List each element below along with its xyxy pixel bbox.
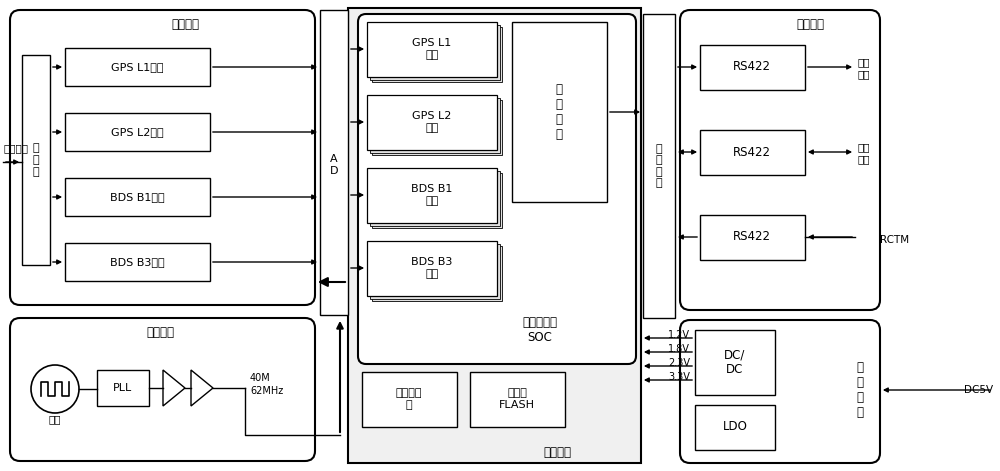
FancyBboxPatch shape — [370, 98, 500, 153]
FancyBboxPatch shape — [65, 178, 210, 216]
Text: 2.3V: 2.3V — [668, 358, 690, 368]
FancyBboxPatch shape — [695, 405, 775, 450]
Text: DC5V: DC5V — [964, 385, 993, 395]
Text: RS422: RS422 — [733, 146, 771, 159]
Text: 晶振: 晶振 — [49, 414, 61, 424]
FancyBboxPatch shape — [372, 27, 502, 82]
Text: BDS B3信道: BDS B3信道 — [110, 257, 164, 267]
FancyBboxPatch shape — [367, 22, 497, 77]
FancyBboxPatch shape — [65, 113, 210, 151]
Text: GPS L1信道: GPS L1信道 — [111, 62, 163, 72]
Text: 对时: 对时 — [858, 57, 870, 67]
Text: 卫星信号: 卫星信号 — [3, 143, 28, 153]
Text: PLL: PLL — [113, 383, 133, 393]
Text: LDO: LDO — [723, 421, 747, 433]
Text: 接口: 接口 — [858, 154, 870, 164]
Text: RS422: RS422 — [733, 230, 771, 244]
FancyBboxPatch shape — [65, 48, 210, 86]
FancyBboxPatch shape — [358, 14, 636, 364]
Text: 接口: 接口 — [858, 69, 870, 79]
Text: GPS L2
通道: GPS L2 通道 — [412, 111, 452, 133]
Text: 3.3V: 3.3V — [668, 372, 690, 382]
Text: GPS L1
通道: GPS L1 通道 — [412, 38, 452, 60]
FancyBboxPatch shape — [367, 168, 497, 223]
Text: A
D: A D — [330, 154, 338, 176]
Text: 62MHz: 62MHz — [250, 386, 283, 396]
Text: RCTM: RCTM — [880, 235, 909, 245]
FancyBboxPatch shape — [512, 22, 607, 202]
Text: 时钟模块: 时钟模块 — [146, 326, 174, 340]
FancyBboxPatch shape — [370, 25, 500, 80]
Text: 导
航
解
算: 导 航 解 算 — [556, 83, 562, 141]
FancyBboxPatch shape — [680, 10, 880, 310]
Text: 通讯: 通讯 — [858, 142, 870, 152]
FancyBboxPatch shape — [320, 10, 348, 315]
Text: 信道模块: 信道模块 — [171, 18, 199, 32]
Text: 分
路
器: 分 路 器 — [33, 143, 39, 177]
FancyBboxPatch shape — [372, 100, 502, 155]
FancyBboxPatch shape — [695, 330, 775, 395]
Text: RS422: RS422 — [733, 60, 771, 73]
Text: 接口模块: 接口模块 — [796, 18, 824, 32]
FancyBboxPatch shape — [372, 246, 502, 301]
Text: BDS B1
通道: BDS B1 通道 — [411, 184, 453, 206]
FancyBboxPatch shape — [700, 45, 805, 90]
FancyBboxPatch shape — [10, 10, 315, 305]
Text: 基带一体化
SOC: 基带一体化 SOC — [522, 316, 558, 344]
FancyBboxPatch shape — [97, 370, 149, 406]
FancyBboxPatch shape — [372, 173, 502, 228]
FancyBboxPatch shape — [700, 130, 805, 175]
Text: DC/
DC: DC/ DC — [724, 348, 746, 376]
Text: 电
源
模
块: 电 源 模 块 — [856, 361, 864, 419]
Text: GPS L2信道: GPS L2信道 — [111, 127, 163, 137]
FancyBboxPatch shape — [643, 14, 675, 318]
FancyBboxPatch shape — [10, 318, 315, 461]
Text: 1.8V: 1.8V — [668, 344, 690, 354]
Text: 存储器
FLASH: 存储器 FLASH — [499, 388, 535, 410]
Text: BDS B3
通道: BDS B3 通道 — [411, 257, 453, 279]
FancyBboxPatch shape — [65, 243, 210, 281]
FancyBboxPatch shape — [700, 215, 805, 260]
FancyBboxPatch shape — [370, 244, 500, 299]
FancyBboxPatch shape — [680, 320, 880, 463]
Text: 通道模块: 通道模块 — [543, 447, 571, 460]
Text: 接
口
驱
动: 接 口 驱 动 — [656, 144, 662, 188]
FancyBboxPatch shape — [22, 55, 50, 265]
Text: 40M: 40M — [250, 373, 271, 383]
FancyBboxPatch shape — [348, 8, 641, 463]
FancyBboxPatch shape — [470, 372, 565, 427]
Text: 1.2V: 1.2V — [668, 330, 690, 340]
FancyBboxPatch shape — [362, 372, 457, 427]
Text: BDS B1信道: BDS B1信道 — [110, 192, 164, 202]
FancyBboxPatch shape — [367, 241, 497, 296]
FancyBboxPatch shape — [370, 171, 500, 226]
Text: 看门狗电
路: 看门狗电 路 — [396, 388, 422, 410]
FancyBboxPatch shape — [367, 95, 497, 150]
